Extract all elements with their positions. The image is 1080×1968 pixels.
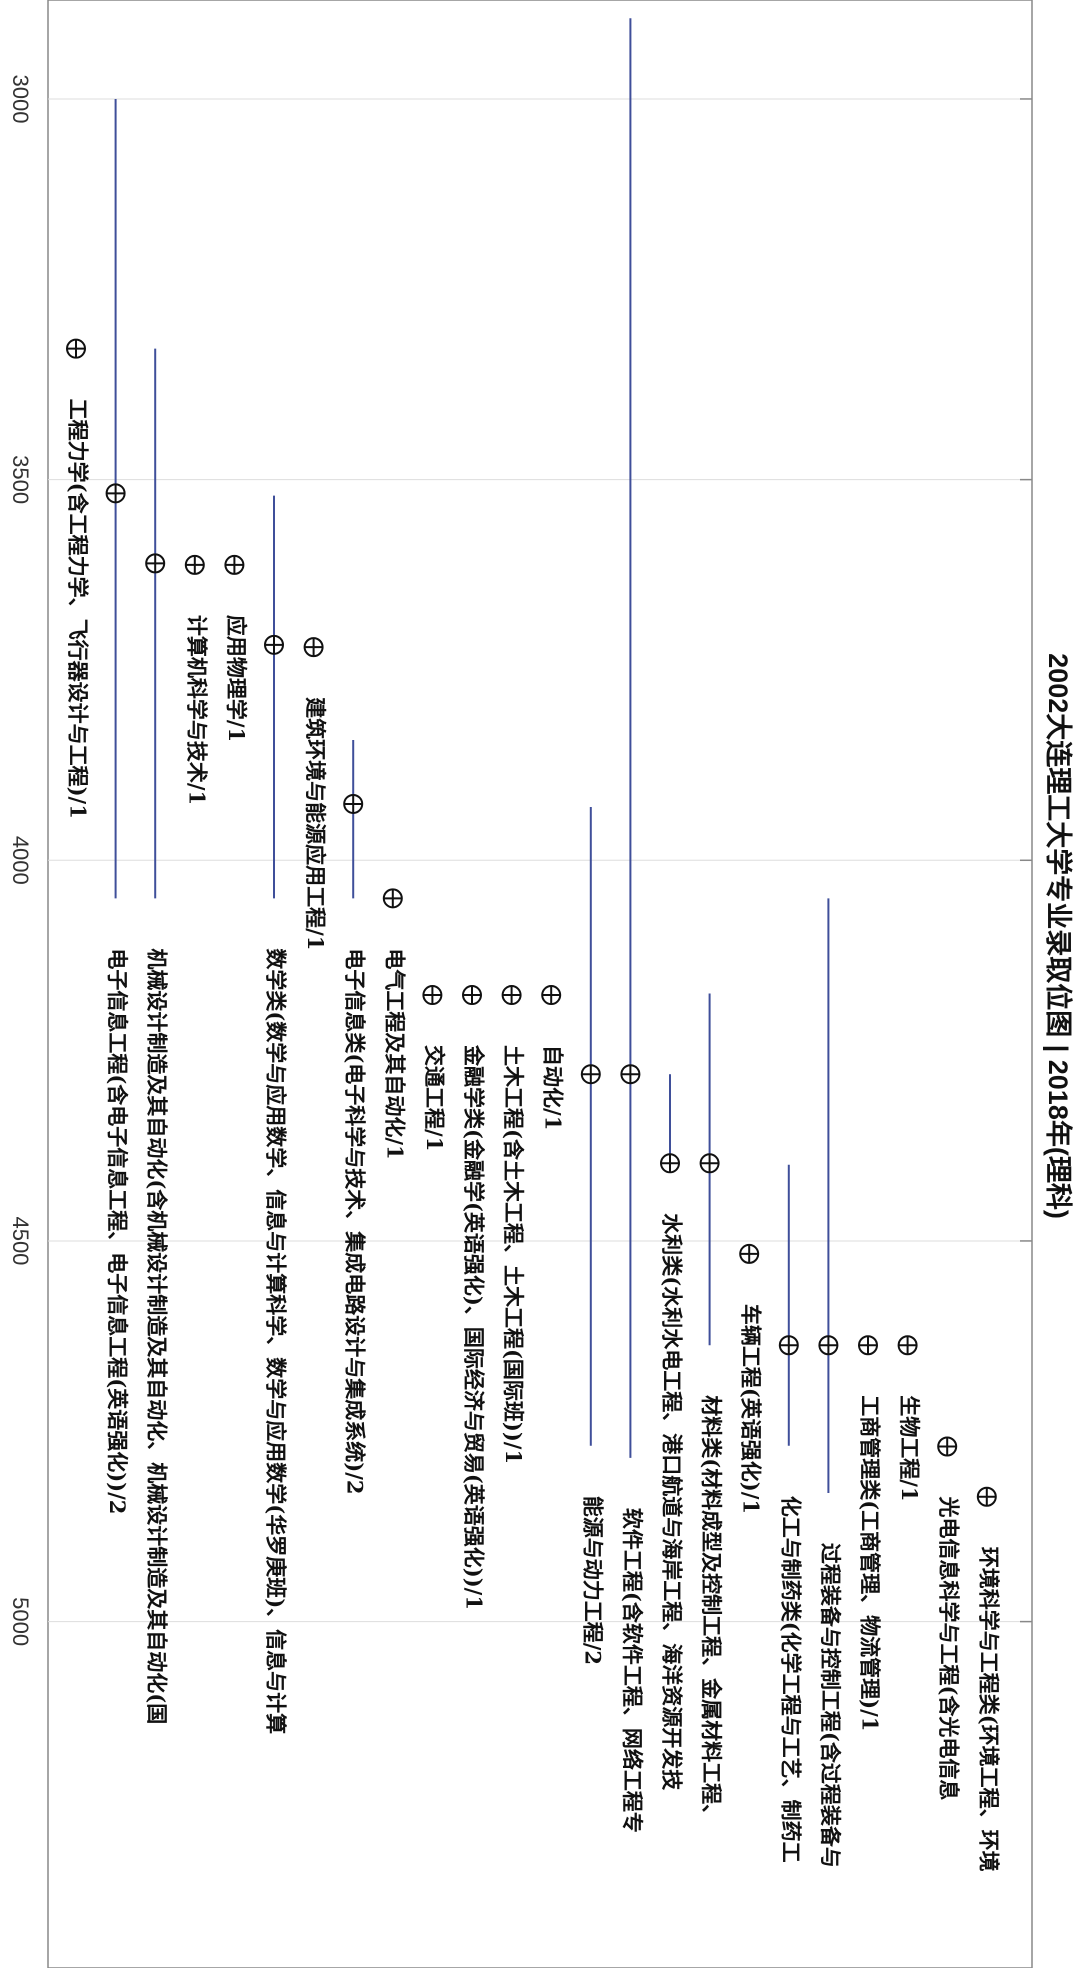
category-label: 应用物理学/1 <box>224 615 249 742</box>
category-label: 电子信息类(电子科学与技术、集成电路设计与集成系统)/2 <box>343 948 368 1494</box>
marker-cross <box>859 1336 877 1355</box>
marker-cross <box>502 986 521 1005</box>
marker-cross <box>67 339 85 358</box>
marker-cross <box>938 1437 957 1456</box>
category-label: 电气工程及其自动化/1 <box>382 948 407 1159</box>
marker-cross <box>344 794 363 813</box>
y-tick-label: 4500 <box>8 1216 33 1265</box>
category-label: 能源与动力工程/2 <box>580 1496 605 1665</box>
marker-cross <box>265 635 283 654</box>
marker-cross <box>779 1336 798 1355</box>
y-tick-label: 4000 <box>8 836 33 885</box>
marker-cross <box>581 1065 600 1084</box>
marker-cross <box>146 554 165 573</box>
marker-cross <box>542 986 561 1005</box>
category-label: 自动化/1 <box>541 1045 566 1130</box>
chart-title: 2002大连理工大学专业录取位图 | 2018年(理科) <box>1043 653 1074 1219</box>
category-label: 光电信息科学与工程(含光电信息 <box>937 1495 962 1800</box>
category-label: 计算机科学与技术/1 <box>184 615 209 805</box>
category-label: 材料类(材料成型及控制工程、金属材料工程、 <box>699 1395 724 1825</box>
plot-frame <box>47 0 1033 1968</box>
category-label: 环境科学与工程类(环境工程、环境 <box>976 1547 1001 1872</box>
category-label: 工商管理类(工商管理、物流管理)/1 <box>858 1395 883 1731</box>
marker-cross <box>106 484 125 503</box>
marker-cross <box>700 1154 719 1173</box>
category-label: 建筑环境与能源应用工程/1 <box>303 697 328 950</box>
marker-cross <box>819 1336 838 1355</box>
category-label: 交通工程/1 <box>422 1045 447 1151</box>
marker-cross <box>740 1244 759 1263</box>
marker-cross <box>621 1065 640 1084</box>
marker-cross <box>898 1336 917 1355</box>
marker-cross <box>423 986 442 1005</box>
category-label: 化工与制药类(化学工程与工艺、制药工 <box>778 1496 803 1863</box>
category-label: 水利类(水利水电工程、港口航道与海岸工程、海洋资源开发技 <box>660 1213 685 1791</box>
category-label: 数学类(数学与应用数学、信息与计算科学、数学与应用数学(华罗庚班)、信息与计算 <box>264 948 289 1734</box>
category-label: 土木工程(含土木工程、土木工程(国际班))/1 <box>501 1045 526 1464</box>
category-label: 车辆工程(英语强化)/1 <box>739 1304 764 1514</box>
category-label: 金融学类(金融学(英语强化)、国际经济与贸易(英语强化))/1 <box>462 1044 487 1610</box>
category-label: 电子信息工程(含电子信息工程、电子信息工程(英语强化))/2 <box>105 948 130 1514</box>
category-label: 生物工程/1 <box>897 1395 922 1501</box>
marker-cross <box>304 638 323 657</box>
marker-cross <box>977 1487 996 1506</box>
marker-cross <box>225 555 244 574</box>
category-label: 软件工程(含软件工程、网络工程专 <box>620 1508 645 1833</box>
category-label: 机械设计制造及其自动化(含机械设计制造及其自动化、机械设计制造及其自动化(国 <box>145 948 170 1724</box>
y-tick-label: 5000 <box>8 1597 33 1646</box>
y-tick-label: 3500 <box>8 455 33 504</box>
marker-cross <box>185 555 204 574</box>
category-label: 过程装备与控制工程(含过程装备与 <box>818 1543 843 1868</box>
marker-cross <box>383 889 402 908</box>
marker-cross <box>661 1154 679 1173</box>
marker-cross <box>463 986 481 1005</box>
y-tick-label: 3000 <box>8 74 33 123</box>
category-label: 工程力学(含工程力学、飞行器设计与工程)/1 <box>66 399 91 819</box>
